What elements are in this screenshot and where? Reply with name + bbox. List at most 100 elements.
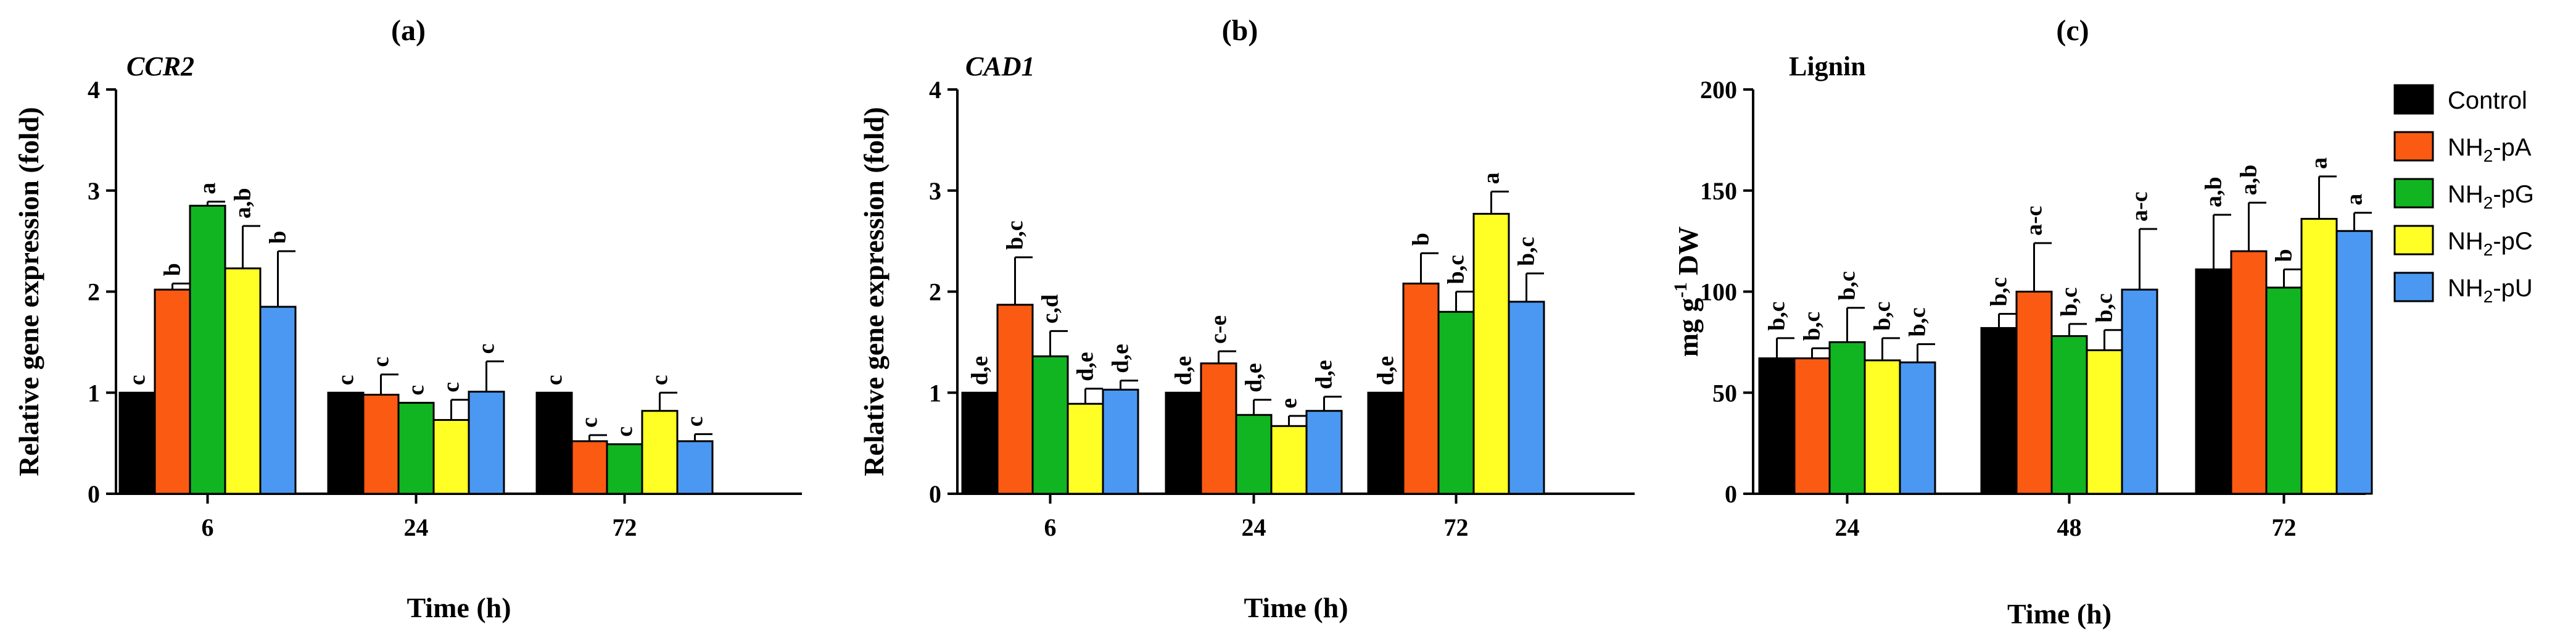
- significance-label: c: [333, 375, 359, 385]
- bar: [1305, 410, 1343, 495]
- significance-label: b,c: [1870, 301, 1896, 331]
- bar: [1200, 362, 1237, 495]
- chart-panel-2: (b) CAD1 0 1 2 3 4 Relative gene expression (fo…: [858, 14, 1635, 623]
- bar: [1828, 341, 1866, 495]
- significance-label: a: [1479, 172, 1505, 184]
- bar: [2265, 286, 2303, 495]
- bar: [468, 391, 505, 495]
- significance-label: d,e: [1171, 356, 1197, 386]
- y-tick-label: 1: [929, 379, 941, 407]
- significance-label: c: [682, 417, 708, 427]
- x-axis-label: Time (h): [2007, 598, 2112, 630]
- bar: [2300, 218, 2338, 495]
- y-tick-label: 0: [88, 480, 100, 508]
- significance-label: d,e: [1373, 356, 1399, 386]
- legend-swatch: [2393, 272, 2434, 302]
- significance-label: b,c: [1986, 277, 2012, 307]
- significance-label: b,c: [1514, 237, 1540, 267]
- significance-label: d,e: [1073, 352, 1099, 381]
- legend-swatch: [2393, 178, 2434, 209]
- bar: [996, 304, 1034, 495]
- significance-label: d,e: [1108, 344, 1134, 373]
- bar: [432, 418, 470, 495]
- significance-label: e: [1276, 398, 1302, 409]
- significance-label: b: [160, 263, 186, 276]
- significance-label: c: [542, 375, 568, 385]
- chart-title: Lignin: [1789, 51, 1866, 81]
- y-axis-label: mg g-1 DW: [1670, 227, 1704, 357]
- bar: [397, 402, 435, 495]
- bar: [118, 391, 156, 495]
- x-tick-label: 24: [1835, 514, 1860, 541]
- significance-label: d,e: [1311, 360, 1337, 389]
- significance-label: c: [612, 426, 638, 437]
- significance-label: a: [2306, 157, 2332, 169]
- y-tick-label: 3: [929, 177, 941, 205]
- bar: [1758, 357, 1796, 495]
- y-axis-label: Relative gene expression (fold): [13, 107, 44, 476]
- bar: [961, 391, 999, 495]
- significance-label: c: [368, 357, 394, 367]
- chart-title: CCR2: [126, 51, 194, 81]
- legend-swatch: [2393, 225, 2434, 256]
- bar: [2086, 349, 2123, 495]
- y-tick-label: 2: [929, 278, 941, 306]
- x-tick-label: 6: [202, 514, 214, 541]
- x-tick-label: 72: [613, 514, 637, 541]
- legend-entry: NH2-pC: [2448, 228, 2533, 259]
- y-tick-label: 3: [88, 177, 100, 205]
- bar: [1031, 355, 1069, 495]
- legend-entry: NH2-pA: [2448, 134, 2532, 165]
- bar: [189, 204, 226, 495]
- bar: [1402, 282, 1440, 495]
- significance-label: a,b: [2201, 177, 2227, 207]
- y-tick-label: 4: [929, 76, 941, 104]
- y-tick-label: 50: [1712, 379, 1737, 407]
- legend-entry: NH2-pG: [2448, 181, 2534, 212]
- x-tick-label: 72: [1444, 514, 1469, 541]
- significance-label: a-c: [2021, 206, 2047, 236]
- panel-label: (b): [1222, 14, 1258, 47]
- significance-label: b: [265, 231, 291, 244]
- bar: [1067, 402, 1104, 495]
- significance-label: c-e: [1206, 315, 1232, 344]
- panel-label: (a): [391, 14, 426, 47]
- significance-label: b: [1408, 233, 1434, 246]
- significance-label: b,c: [1905, 307, 1931, 337]
- significance-label: b,c: [2092, 293, 2118, 323]
- significance-label: c: [577, 417, 603, 428]
- y-axis-label: Relative gene expression (fold): [858, 107, 890, 476]
- bar: [1165, 391, 1202, 495]
- bar: [2050, 335, 2088, 495]
- bar: [1102, 388, 1139, 495]
- y-tick-label: 1: [88, 379, 100, 407]
- significance-label: a: [2342, 194, 2368, 206]
- significance-label: c: [647, 375, 673, 385]
- x-axis-label: Time (h): [1244, 592, 1348, 623]
- bar: [259, 306, 297, 495]
- bar: [2015, 291, 2053, 495]
- bar: [2335, 230, 2373, 495]
- bar: [535, 391, 573, 495]
- significance-label: b,c: [1443, 255, 1469, 285]
- significance-label: b,c: [1835, 271, 1860, 301]
- y-tick-label: 2: [88, 278, 100, 306]
- bar: [327, 391, 365, 495]
- significance-label: c: [125, 375, 151, 385]
- legend: Control NH2-pA NH2-pG NH2-pC NH2-pU: [2393, 84, 2534, 306]
- chart-title: CAD1: [965, 51, 1034, 81]
- chart-panel-3: (c) Lignin 0 50 100 150 200 mg g-1 DW Time (h) 24…: [1670, 14, 2373, 630]
- bar: [224, 267, 262, 495]
- significance-label: b,c: [1764, 301, 1790, 331]
- panel-label: (c): [2056, 14, 2089, 47]
- significance-label: c: [474, 344, 500, 354]
- x-tick-label: 24: [1242, 514, 1266, 541]
- bar: [362, 394, 400, 495]
- y-tick-label: 100: [1700, 278, 1737, 306]
- bar: [1793, 357, 1831, 495]
- x-tick-label: 6: [1044, 514, 1057, 541]
- legend-swatch: [2393, 131, 2434, 162]
- bar: [1270, 425, 1308, 495]
- bar: [154, 288, 191, 495]
- significance-label: c,d: [1038, 294, 1063, 324]
